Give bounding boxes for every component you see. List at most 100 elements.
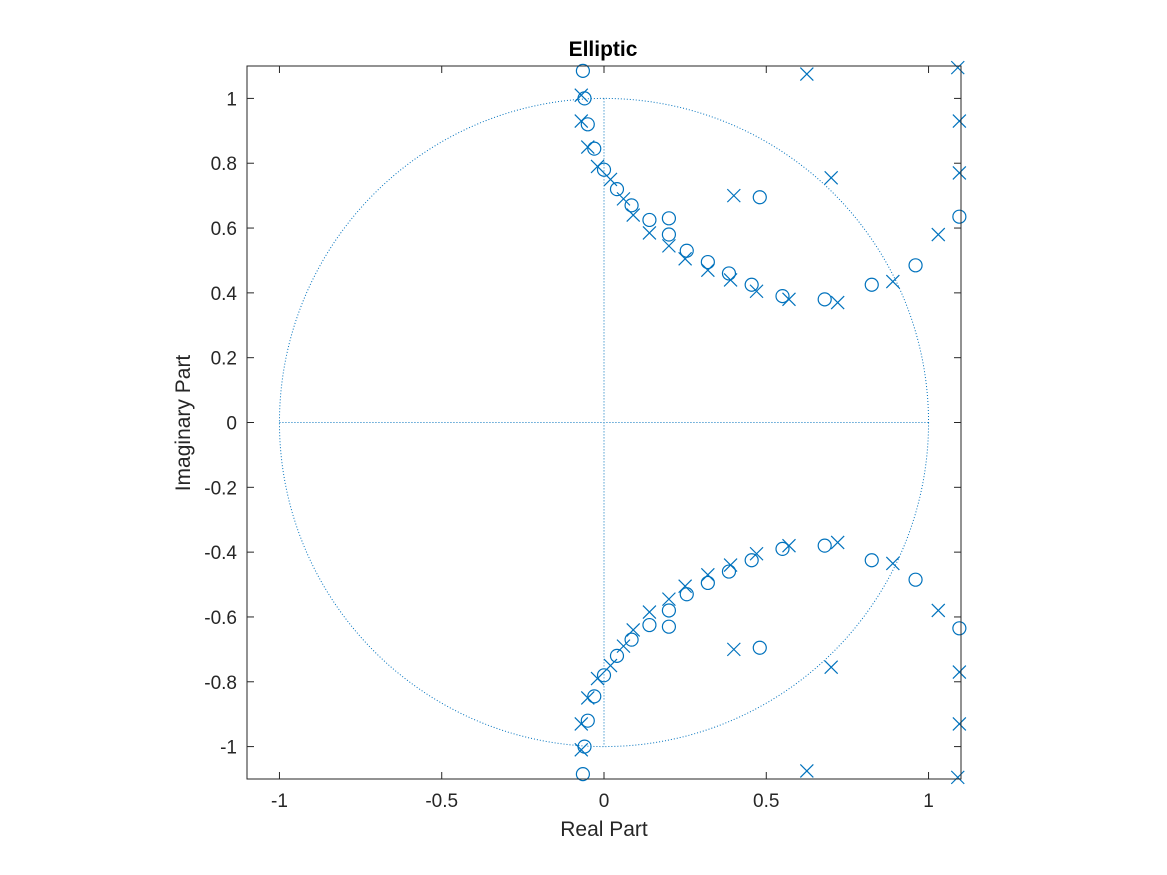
pole-marker — [574, 114, 589, 129]
pole-marker — [590, 159, 605, 174]
zero-marker — [864, 277, 879, 292]
zero-marker — [721, 564, 737, 579]
zero-marker — [596, 162, 612, 177]
axis-ticks: -1 -0.5 0 0.5 1 1 0.8 0.6 0.4 0.2 0 -0.2 -0.4 -0.6 -0.… — [204, 66, 961, 812]
zero-marker — [661, 211, 677, 226]
zero-marker — [580, 713, 595, 728]
x-tick-label: -0.5 — [425, 791, 458, 812]
zero-marker — [661, 603, 677, 618]
y-tick-label: -0.8 — [204, 673, 237, 694]
zero-marker — [661, 619, 677, 634]
axis-guide-lines — [279, 98, 929, 747]
pole-marker — [700, 567, 715, 582]
pole-marker — [574, 742, 589, 757]
x-tick-label: 0 — [599, 791, 610, 812]
zero-marker — [775, 541, 790, 556]
pole-marker — [952, 114, 967, 129]
pole-marker — [590, 671, 605, 686]
zero-marker — [575, 767, 591, 782]
zero-marker — [864, 553, 879, 568]
zero-marker — [775, 289, 790, 304]
pole-marker — [726, 188, 741, 203]
zero-marker — [609, 648, 625, 663]
pole-marker — [952, 665, 967, 679]
y-tick-label: -0.6 — [204, 608, 237, 629]
zero-marker — [624, 198, 639, 213]
y-tick-label: 1 — [226, 89, 237, 110]
pole-marker — [782, 538, 796, 553]
y-tick-label: 0.2 — [211, 349, 237, 370]
zero-marker — [752, 640, 767, 655]
zero-marker — [580, 117, 595, 132]
zero-marker — [952, 209, 967, 224]
pole-marker — [678, 579, 693, 594]
zero-marker — [952, 621, 967, 636]
pole-marker — [749, 546, 764, 561]
pole-marker — [824, 170, 839, 185]
pole-marker — [952, 716, 967, 731]
zero-marker — [596, 668, 612, 683]
y-tick-label: 0.4 — [211, 284, 238, 305]
y-tick-label: -0.4 — [204, 543, 237, 564]
pole-marker — [782, 292, 796, 307]
pole-marker — [885, 556, 900, 571]
pole-marker — [700, 263, 715, 278]
pole-marker — [642, 605, 657, 620]
y-tick-label: -0.2 — [204, 478, 237, 499]
zero-marker — [744, 553, 759, 568]
y-tick-label: 0.8 — [211, 154, 237, 175]
pole-marker — [661, 592, 676, 607]
pole-marker — [824, 660, 839, 675]
zero-marker — [908, 258, 923, 273]
zero-marker — [700, 254, 715, 270]
pole-marker — [799, 763, 814, 778]
pole-marker — [642, 225, 657, 240]
pole-marker — [661, 238, 676, 253]
pole-marker — [726, 642, 741, 657]
y-tick-label: 0.6 — [211, 219, 237, 240]
zero-marker — [587, 141, 602, 156]
pole-marker — [626, 622, 641, 637]
pole-marker — [799, 67, 814, 82]
pole-marker — [603, 658, 618, 673]
pole-marker — [574, 88, 589, 103]
zero-marker — [661, 227, 677, 242]
zero-marker — [575, 63, 591, 78]
zero-marker — [752, 190, 767, 205]
chart-title: Elliptic — [569, 38, 638, 61]
pole-marker — [749, 284, 764, 299]
pole-marker — [616, 191, 631, 206]
x-tick-label: 0.5 — [753, 791, 779, 812]
pole-marker — [616, 639, 631, 654]
pole-marker — [574, 716, 589, 731]
pole-marker — [885, 274, 900, 289]
zero-marker — [744, 277, 759, 292]
pole-marker — [931, 603, 946, 618]
pole-marker — [830, 295, 845, 310]
pole-marker — [580, 140, 595, 154]
pole-marker — [678, 251, 693, 266]
zero-marker — [817, 538, 832, 553]
zero-marker — [642, 617, 657, 633]
pole-marker — [723, 272, 738, 287]
pole-marker — [580, 691, 595, 705]
x-tick-label: 1 — [923, 791, 934, 812]
pole-marker — [830, 535, 845, 550]
zero-marker — [609, 182, 625, 197]
pole-marker — [723, 558, 738, 573]
y-tick-label: -1 — [220, 738, 237, 759]
pole-marker — [603, 172, 618, 187]
zero-marker — [908, 572, 923, 587]
zero-marker — [642, 212, 657, 228]
zero-marker — [624, 632, 639, 647]
zero-marker — [817, 292, 832, 307]
zero-marker — [721, 266, 737, 281]
pole-marker — [950, 60, 965, 75]
pole-marker — [626, 208, 641, 223]
pole-marker — [950, 770, 965, 785]
x-tick-label: -1 — [271, 791, 288, 812]
y-axis-label: Imaginary Part — [172, 355, 195, 492]
pole-zero-markers — [574, 60, 967, 785]
pole-marker — [931, 227, 946, 242]
